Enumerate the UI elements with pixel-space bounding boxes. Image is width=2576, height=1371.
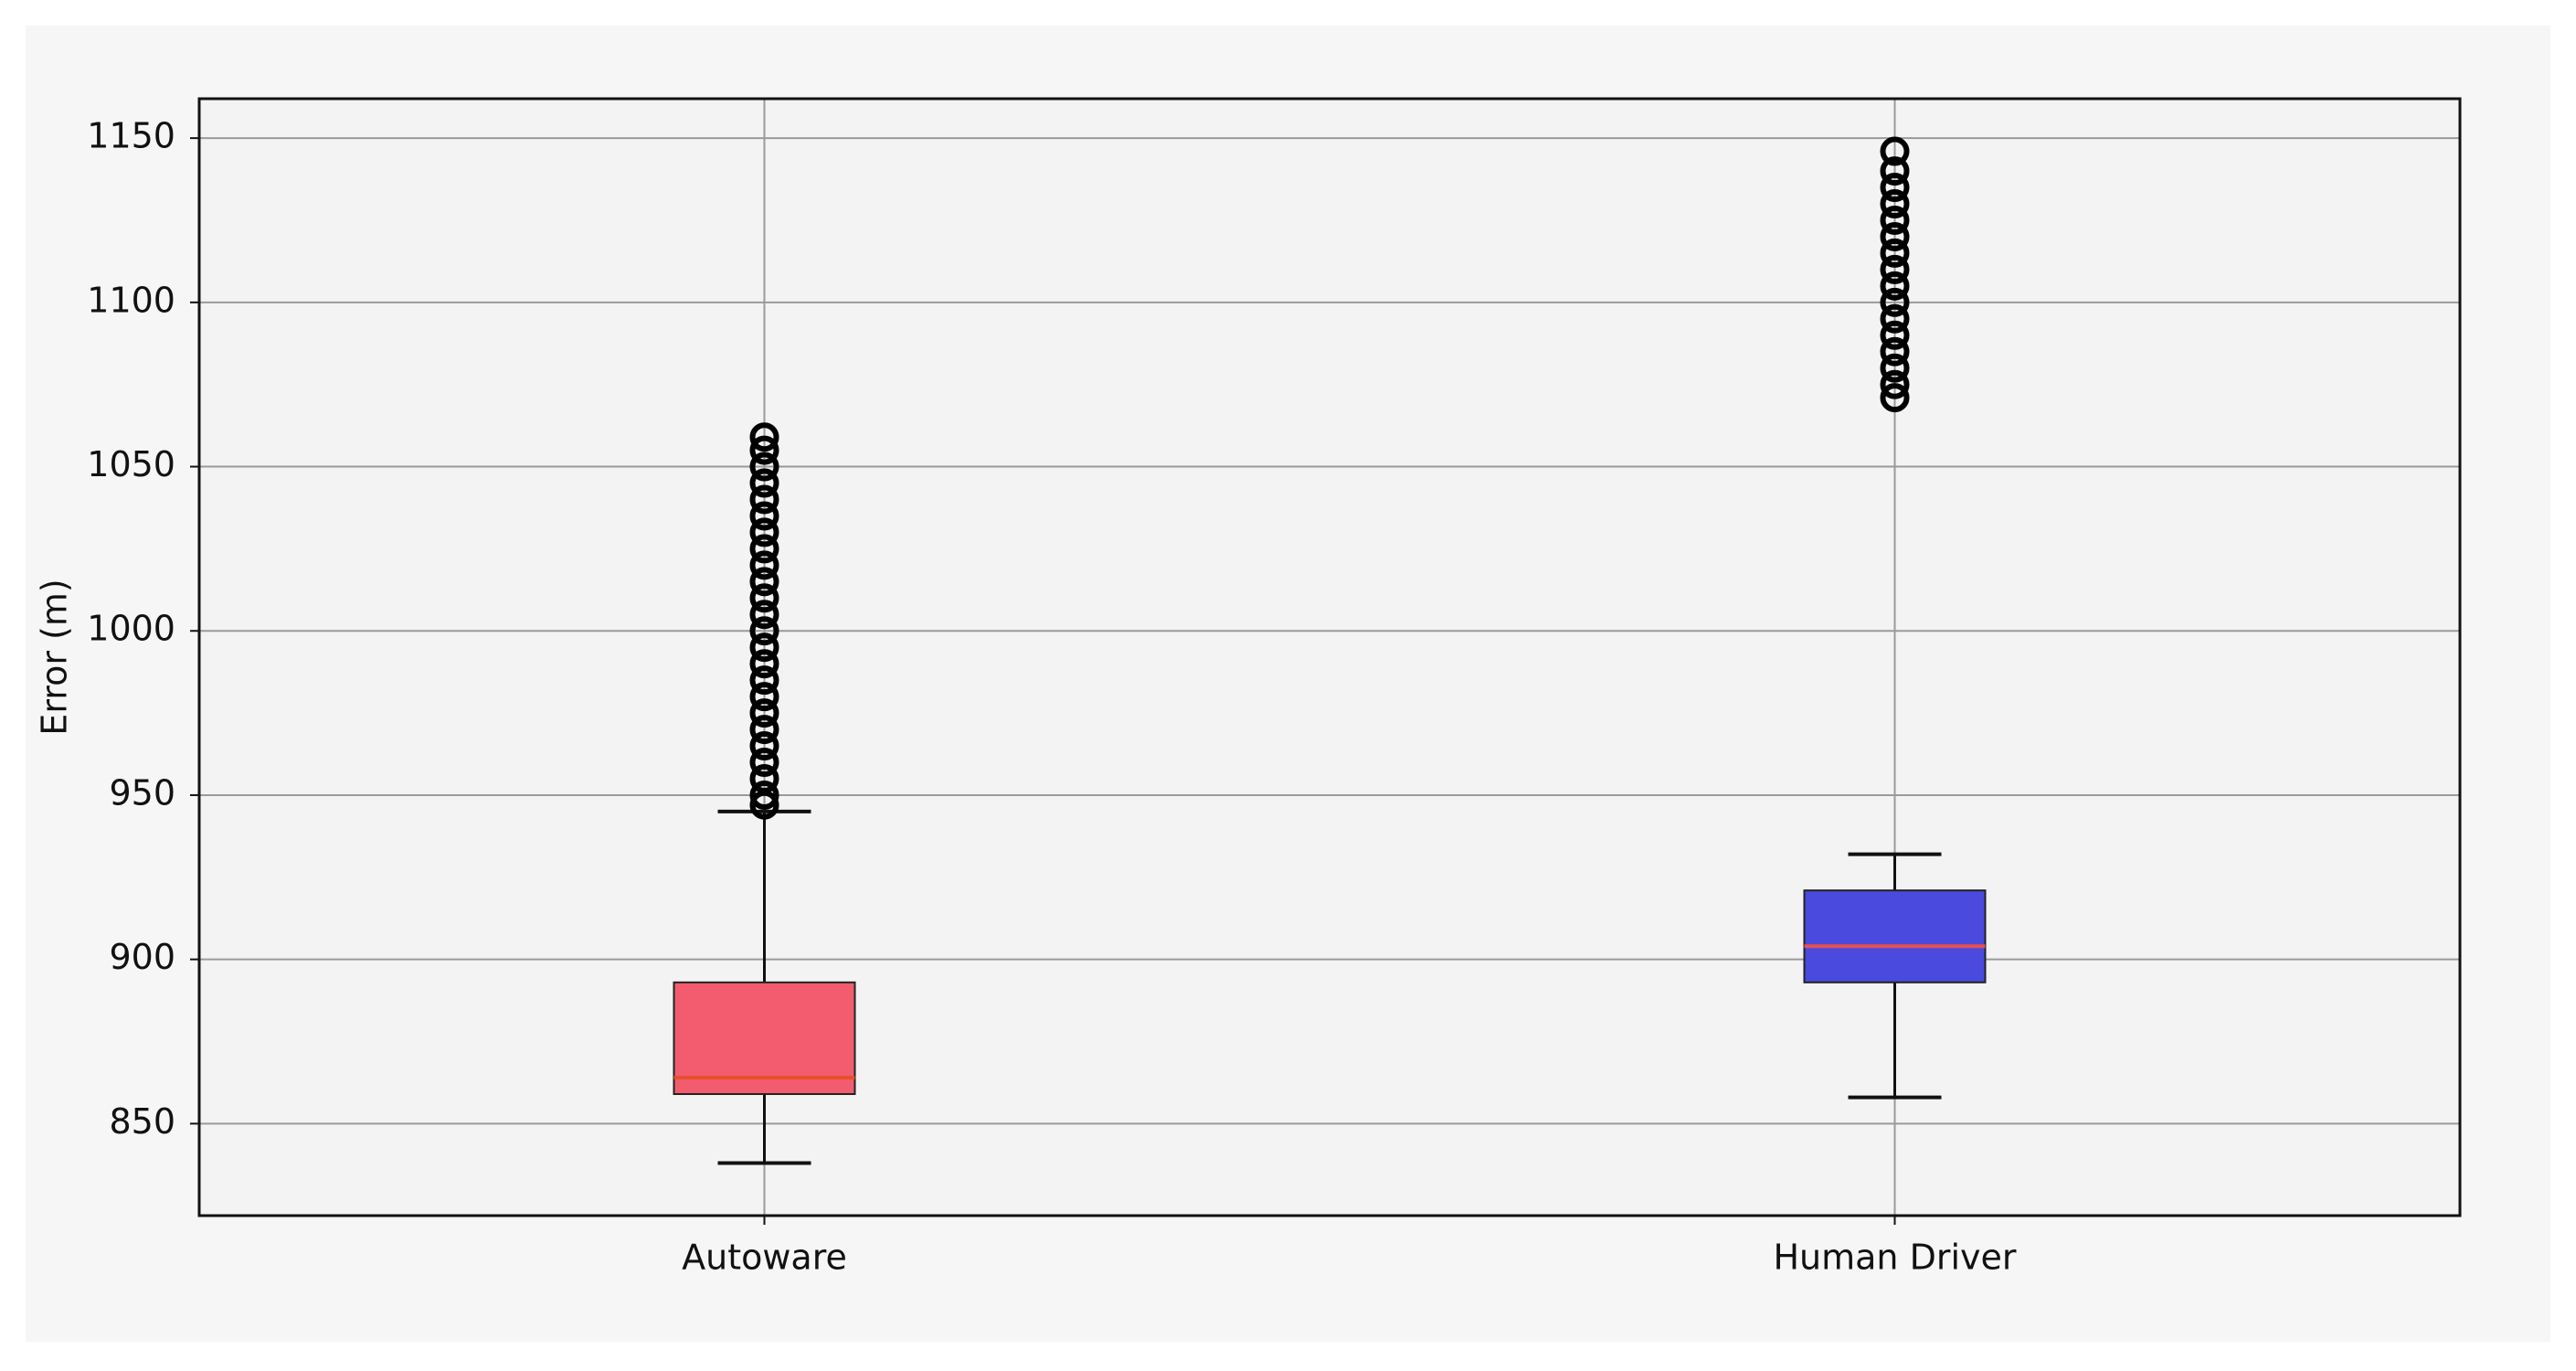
y-tick-label: 1000 [87,609,175,649]
outlier [1880,369,1910,399]
y-tick-label: 1150 [87,116,175,156]
outlier [749,452,779,482]
outlier [1880,189,1910,219]
outlier [1880,287,1910,317]
outlier [749,484,779,515]
outlier [1880,173,1910,203]
outlier [749,616,779,646]
outlier [1880,271,1910,301]
outlier [1880,136,1910,166]
outlier [1880,383,1910,413]
outlier [749,567,779,597]
outlier [749,550,779,580]
outlier [749,698,779,728]
outlier [1880,205,1910,235]
y-axis-label: Error (m) [35,579,75,735]
box [1803,889,1987,983]
plot-area [199,99,2460,1216]
outlier [749,665,779,696]
outlier [749,468,779,498]
plot-frame [197,97,2462,1217]
outlier [749,780,779,810]
outlier [749,422,779,452]
y-tick-label: 950 [109,772,175,813]
y-tick-label: 900 [109,937,175,977]
x-tick-label: Human Driver [1773,1238,2016,1278]
outlier [1880,238,1910,268]
outlier [749,435,779,465]
x-tick-label: Autoware [682,1238,847,1278]
outlier [1880,221,1910,251]
box [673,981,856,1096]
outlier [749,748,779,778]
y-tick-label: 1100 [87,280,175,320]
outlier [749,517,779,547]
outlier [1880,303,1910,334]
outlier [749,632,779,663]
outlier [749,715,779,745]
outlier [749,583,779,613]
outlier [1880,336,1910,367]
outlier [1880,254,1910,284]
outlier [749,731,779,761]
outlier [1880,320,1910,350]
outlier [749,682,779,712]
y-tick-label: 850 [109,1101,175,1142]
outlier [749,600,779,630]
y-tick-label: 1050 [87,444,175,484]
outlier [1880,156,1910,186]
outlier [749,763,779,793]
outlier [749,649,779,679]
outlier [749,534,779,564]
outlier [749,501,779,531]
outlier [1880,353,1910,383]
